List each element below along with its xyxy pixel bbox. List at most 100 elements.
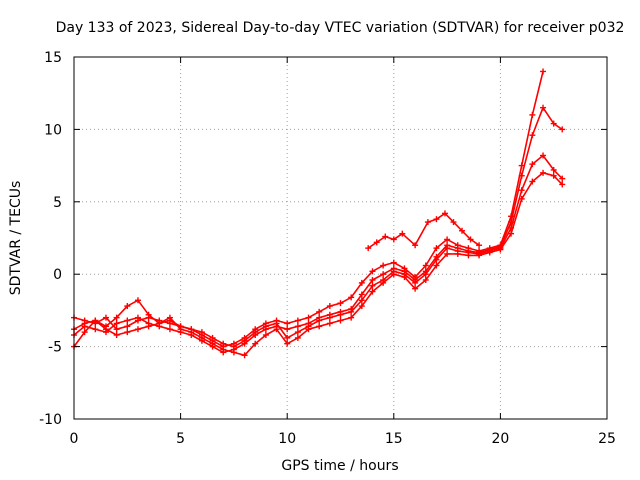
series-line (73, 172, 563, 357)
data-point (134, 297, 141, 304)
series-track-3 (71, 152, 566, 350)
data-point (422, 262, 429, 269)
data-point (433, 216, 440, 223)
data-point (444, 245, 451, 252)
series-line (73, 106, 563, 354)
data-point (365, 245, 372, 252)
data-point (476, 242, 483, 249)
data-point (450, 219, 457, 226)
data-point (230, 349, 237, 356)
data-point (401, 274, 408, 281)
data-point (422, 276, 429, 283)
data-point (134, 317, 141, 324)
grid-lines (74, 57, 607, 419)
data-point (467, 236, 474, 243)
series-track-4 (71, 169, 566, 359)
data-point (358, 303, 365, 310)
data-point (113, 326, 120, 333)
data-point (209, 334, 216, 341)
data-point (529, 178, 536, 185)
data-point (433, 245, 440, 252)
data-point (358, 291, 365, 298)
x-axis-label: GPS time / hours (281, 458, 398, 474)
series-track-1 (71, 68, 547, 350)
data-point (441, 210, 448, 217)
data-point (382, 233, 389, 240)
data-point (188, 329, 195, 336)
data-point (113, 320, 120, 327)
chart-title: Day 133 of 2023, Sidereal Day-to-day VTE… (56, 20, 625, 36)
data-point (529, 161, 536, 168)
data-point (380, 271, 387, 278)
data-point (454, 250, 461, 257)
data-point (294, 317, 301, 324)
x-tick-label: 0 (70, 431, 79, 447)
data-point (166, 326, 173, 333)
data-point (166, 320, 173, 327)
data-point (145, 314, 152, 321)
data-point (412, 285, 419, 292)
data-point (422, 271, 429, 278)
data-point (284, 326, 291, 333)
data-point (348, 294, 355, 301)
y-tick-label: 5 (53, 195, 62, 211)
data-point (550, 166, 557, 173)
x-tick-label: 10 (278, 431, 296, 447)
data-point (373, 239, 380, 246)
data-point (273, 326, 280, 333)
data-point (529, 132, 536, 139)
data-point (316, 317, 323, 324)
data-point (252, 340, 259, 347)
data-point (294, 334, 301, 341)
data-point (145, 323, 152, 330)
data-point (486, 249, 493, 256)
y-tick-label: -5 (48, 340, 62, 356)
data-point (459, 227, 466, 234)
y-tick-label: 10 (44, 122, 62, 138)
data-point (81, 329, 88, 336)
data-point (220, 340, 227, 347)
data-point (337, 317, 344, 324)
data-point (230, 343, 237, 350)
data-point (177, 326, 184, 333)
data-point (559, 181, 566, 188)
y-tick-label: 15 (44, 50, 62, 66)
data-point (294, 323, 301, 330)
data-point (390, 259, 397, 266)
data-point (305, 314, 312, 321)
data-point (92, 317, 99, 324)
data-point (380, 279, 387, 286)
data-point (273, 320, 280, 327)
x-tick-label: 5 (176, 431, 185, 447)
data-point (518, 172, 525, 179)
data-point (198, 334, 205, 341)
data-point (444, 236, 451, 243)
data-point (305, 326, 312, 333)
data-point (81, 317, 88, 324)
data-point (284, 340, 291, 347)
data-point (113, 332, 120, 339)
data-point (241, 352, 248, 359)
data-point (326, 320, 333, 327)
series-track-5 (365, 210, 483, 252)
data-point (424, 219, 431, 226)
data-point (369, 288, 376, 295)
data-point (369, 276, 376, 283)
data-point (540, 104, 547, 111)
data-point (508, 230, 515, 237)
data-point (433, 256, 440, 263)
data-point (559, 126, 566, 133)
data-point (412, 242, 419, 249)
data-point (124, 317, 131, 324)
data-point (166, 314, 173, 321)
data-point (284, 320, 291, 327)
data-point (358, 297, 365, 304)
data-point (337, 311, 344, 318)
data-point (124, 323, 131, 330)
data-point (369, 268, 376, 275)
data-point (369, 282, 376, 289)
data-point (518, 195, 525, 202)
data-point (399, 230, 406, 237)
data-point (390, 236, 397, 243)
data-point (284, 334, 291, 341)
